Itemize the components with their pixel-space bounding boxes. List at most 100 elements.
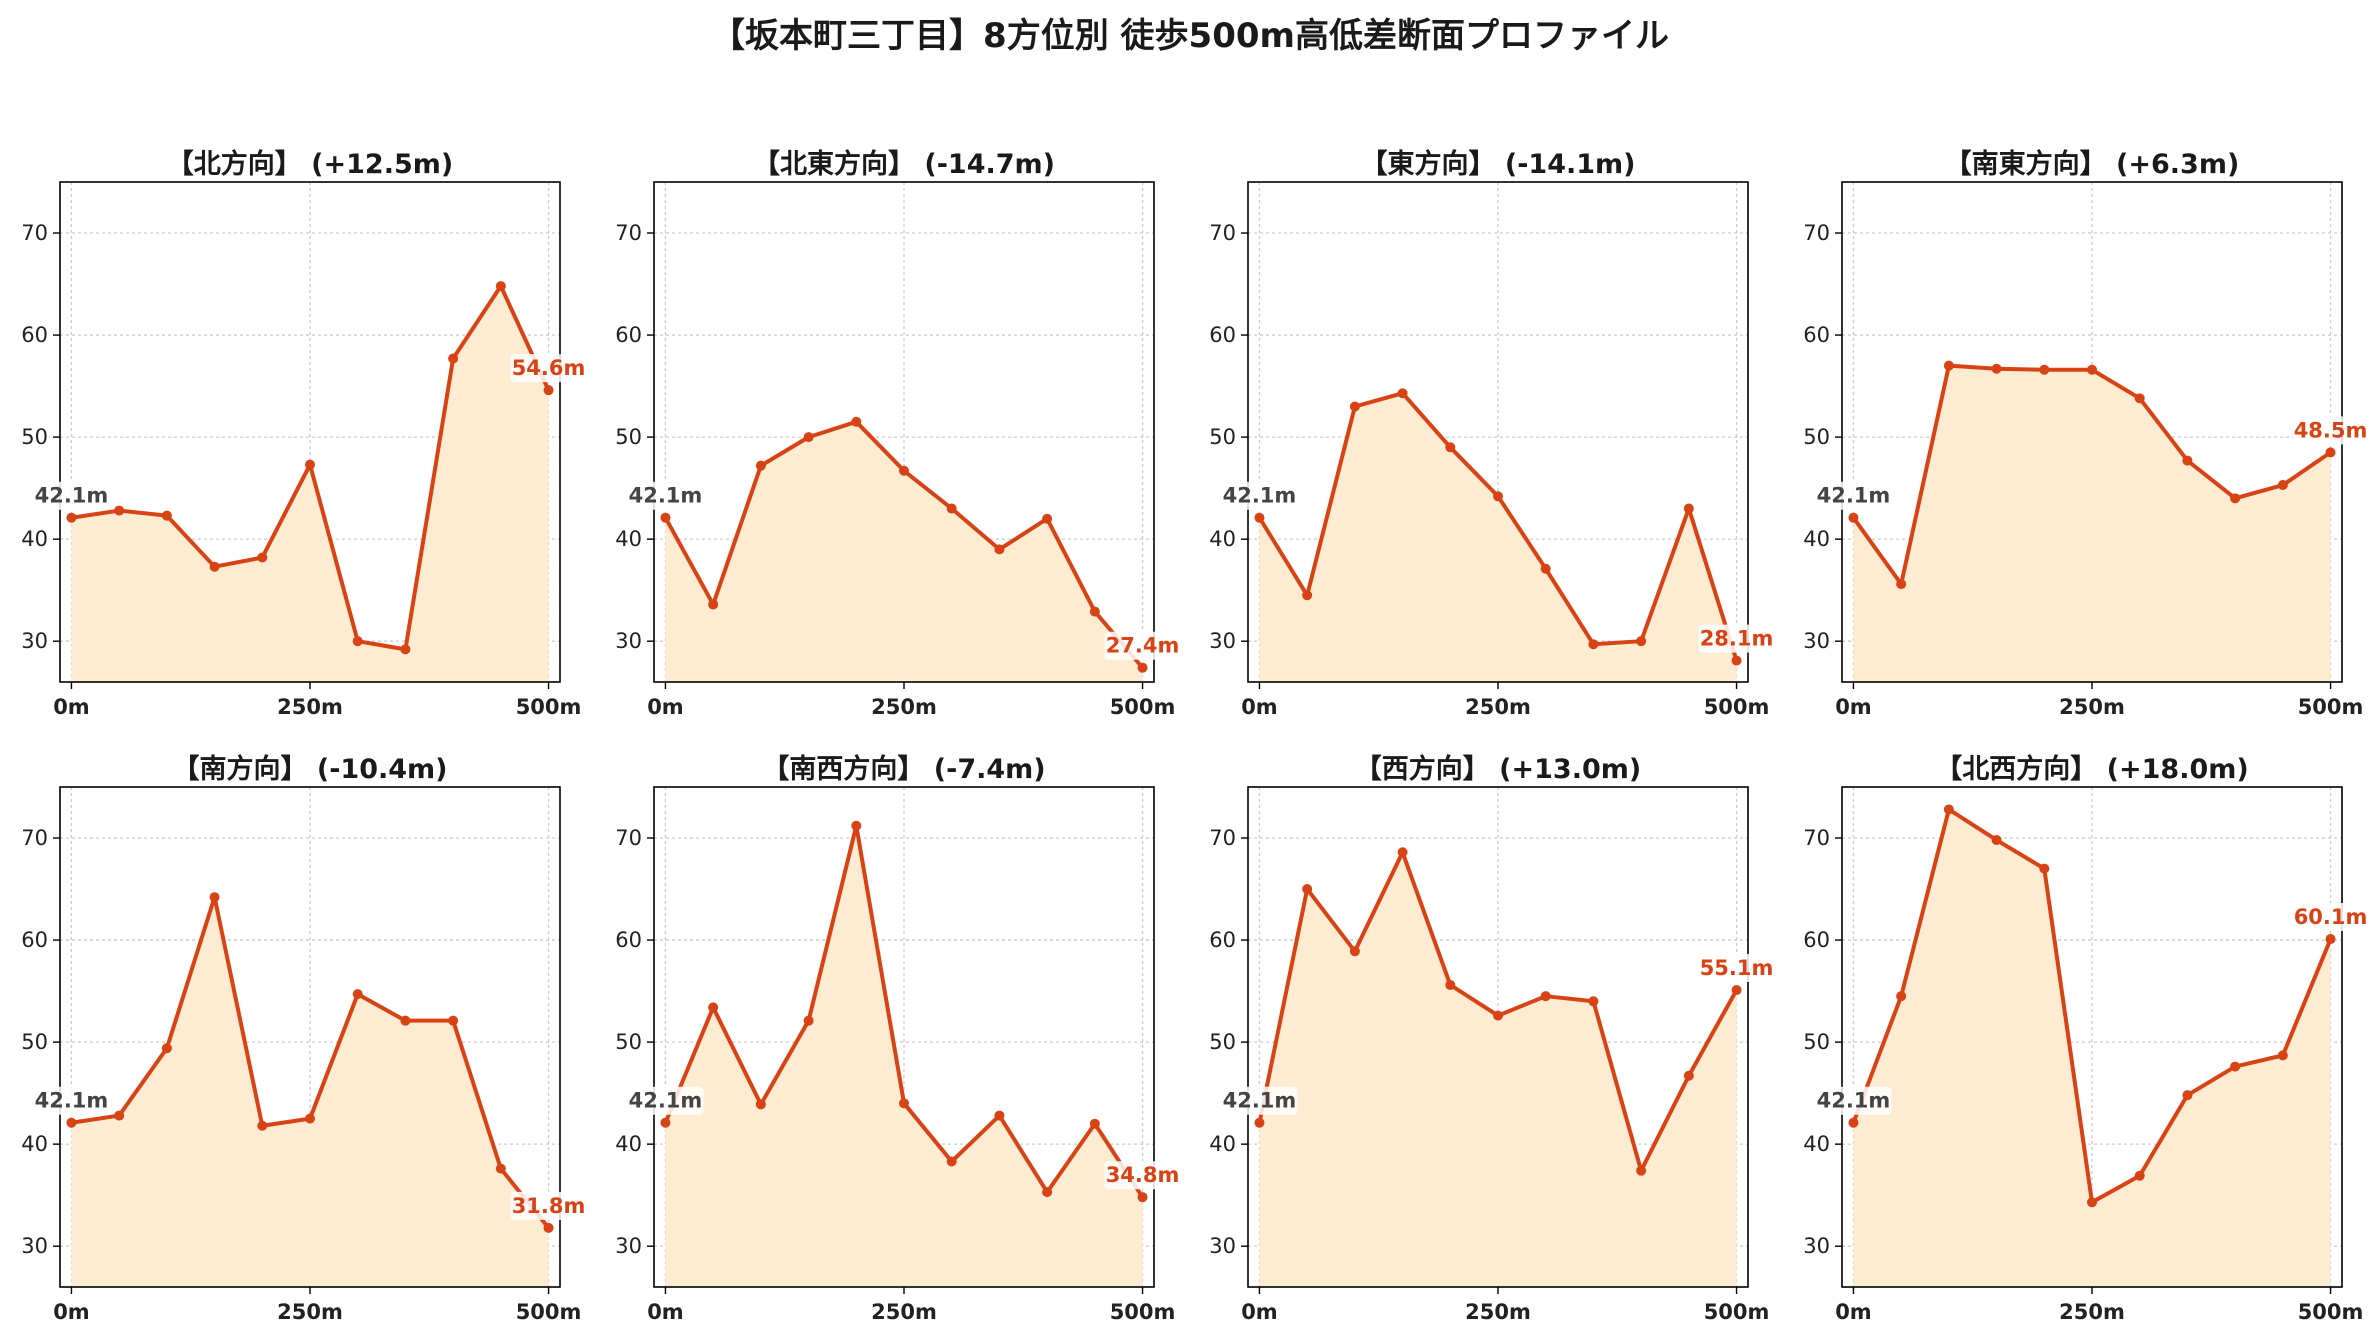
x-tick-label: 500m bbox=[2298, 695, 2364, 719]
data-point bbox=[946, 1156, 957, 1167]
y-tick-label: 70 bbox=[1803, 826, 1830, 850]
label-background bbox=[33, 481, 110, 510]
y-tick-label: 50 bbox=[615, 425, 642, 449]
x-tick-label: 250m bbox=[277, 695, 343, 719]
label-background bbox=[1815, 481, 1892, 510]
x-tick-label: 0m bbox=[1835, 695, 1872, 719]
panel-title: 【南西方向】 (-7.4m) bbox=[762, 754, 1046, 785]
x-tick-label: 250m bbox=[277, 1300, 343, 1324]
y-tick-label: 70 bbox=[21, 826, 48, 850]
data-point bbox=[1397, 388, 1408, 399]
data-point bbox=[1896, 991, 1907, 1002]
data-point bbox=[448, 1015, 459, 1026]
data-point bbox=[1636, 1165, 1647, 1176]
chart-panel-northwest: 【北西方向】 (+18.0m) 30 40 50 60 70 0m 250m 500m 42.1m… bbox=[1782, 735, 2369, 1324]
data-point bbox=[1588, 639, 1599, 650]
data-point bbox=[851, 416, 862, 427]
x-tick-label: 500m bbox=[1704, 695, 1770, 719]
y-tick-label: 30 bbox=[1803, 1234, 1830, 1258]
y-tick-label: 40 bbox=[1209, 1132, 1236, 1156]
x-tick-label: 250m bbox=[1465, 695, 1531, 719]
y-tick-label: 40 bbox=[1803, 527, 1830, 551]
start-elevation-label: 42.1m bbox=[1223, 1089, 1297, 1113]
chart-panel-west: 【西方向】 (+13.0m) 30 40 50 60 70 0m 250m 500m 42.1m 5… bbox=[1188, 735, 1775, 1324]
y-tick-label: 60 bbox=[615, 323, 642, 347]
start-elevation-label: 42.1m bbox=[1817, 484, 1891, 508]
data-point bbox=[114, 505, 125, 516]
x-tick-label: 0m bbox=[53, 1300, 90, 1324]
chart-panel-south: 【南方向】 (-10.4m) 30 40 50 60 70 0m 250m 500m 42.1m 3… bbox=[0, 735, 587, 1324]
data-point bbox=[1042, 513, 1053, 524]
data-point bbox=[1445, 979, 1456, 990]
y-tick-label: 60 bbox=[1209, 928, 1236, 952]
data-point bbox=[2134, 1170, 2145, 1181]
data-point bbox=[803, 1015, 814, 1026]
data-point bbox=[161, 510, 172, 521]
data-point bbox=[1943, 360, 1954, 371]
data-point bbox=[1731, 985, 1742, 996]
x-tick-label: 500m bbox=[516, 695, 582, 719]
label-background bbox=[627, 1086, 704, 1115]
label-background bbox=[2292, 903, 2369, 932]
data-point bbox=[1089, 1118, 1100, 1129]
chart-panel-east: 【東方向】 (-14.1m) 30 40 50 60 70 0m 250m 500m 42.1m 2… bbox=[1188, 130, 1775, 719]
elevation-area bbox=[1259, 393, 1737, 682]
y-tick-label: 30 bbox=[615, 1234, 642, 1258]
elevation-chart: 30 40 50 60 70 0m 250m 500m 42.1m 27.4m bbox=[615, 181, 1181, 719]
data-point bbox=[209, 892, 220, 903]
data-point bbox=[2039, 863, 2050, 874]
y-tick-label: 50 bbox=[1209, 425, 1236, 449]
end-elevation-label: 60.1m bbox=[2294, 905, 2368, 929]
end-elevation-label: 28.1m bbox=[1700, 627, 1774, 651]
y-tick-label: 40 bbox=[21, 1132, 48, 1156]
x-tick-label: 500m bbox=[1110, 695, 1176, 719]
data-point bbox=[1445, 442, 1456, 453]
data-point bbox=[1731, 655, 1742, 666]
y-tick-label: 70 bbox=[21, 221, 48, 245]
label-background bbox=[2292, 416, 2369, 445]
data-point bbox=[114, 1110, 125, 1121]
panel-title: 【北東方向】 (-14.7m) bbox=[752, 149, 1056, 180]
label-background bbox=[510, 1191, 587, 1220]
data-point bbox=[1349, 946, 1360, 957]
data-point bbox=[1302, 884, 1313, 895]
data-point bbox=[660, 1117, 671, 1128]
data-point bbox=[1588, 996, 1599, 1007]
y-tick-label: 30 bbox=[1803, 629, 1830, 653]
x-tick-label: 0m bbox=[53, 695, 90, 719]
data-point bbox=[994, 544, 1005, 555]
data-point bbox=[1683, 1070, 1694, 1081]
data-point bbox=[899, 465, 909, 476]
data-point bbox=[946, 503, 957, 514]
data-point bbox=[2277, 480, 2288, 491]
elevation-chart: 30 40 50 60 70 0m 250m 500m 42.1m 54.6m bbox=[21, 181, 587, 719]
end-elevation-label: 31.8m bbox=[512, 1194, 586, 1218]
panel-title: 【東方向】 (-14.1m) bbox=[1360, 149, 1636, 180]
data-point bbox=[1397, 847, 1408, 858]
data-point bbox=[1137, 662, 1148, 673]
label-background bbox=[33, 1086, 110, 1115]
elevation-area bbox=[1259, 852, 1737, 1287]
y-tick-label: 30 bbox=[21, 1234, 48, 1258]
data-point bbox=[1540, 563, 1551, 574]
chart-panel-southeast: 【南東方向】 (+6.3m) 30 40 50 60 70 0m 250m 500m 42.1m 4… bbox=[1782, 130, 2369, 719]
elevation-area bbox=[1853, 365, 2331, 682]
data-point bbox=[2182, 455, 2193, 466]
label-background bbox=[627, 481, 704, 510]
data-point bbox=[66, 1117, 77, 1128]
x-tick-label: 250m bbox=[1465, 1300, 1531, 1324]
data-point bbox=[851, 820, 862, 831]
data-point bbox=[352, 989, 363, 1000]
end-elevation-label: 34.8m bbox=[1106, 1163, 1180, 1187]
data-point bbox=[2087, 1197, 2097, 1208]
data-point bbox=[1636, 636, 1647, 647]
y-tick-label: 70 bbox=[1803, 221, 1830, 245]
label-background bbox=[1698, 954, 1775, 983]
data-point bbox=[2277, 1050, 2288, 1061]
data-point bbox=[1042, 1187, 1053, 1198]
y-tick-label: 40 bbox=[615, 1132, 642, 1156]
data-point bbox=[1848, 1117, 1859, 1128]
end-elevation-label: 48.5m bbox=[2294, 418, 2368, 442]
x-tick-label: 250m bbox=[2059, 695, 2125, 719]
data-point bbox=[2087, 364, 2097, 375]
